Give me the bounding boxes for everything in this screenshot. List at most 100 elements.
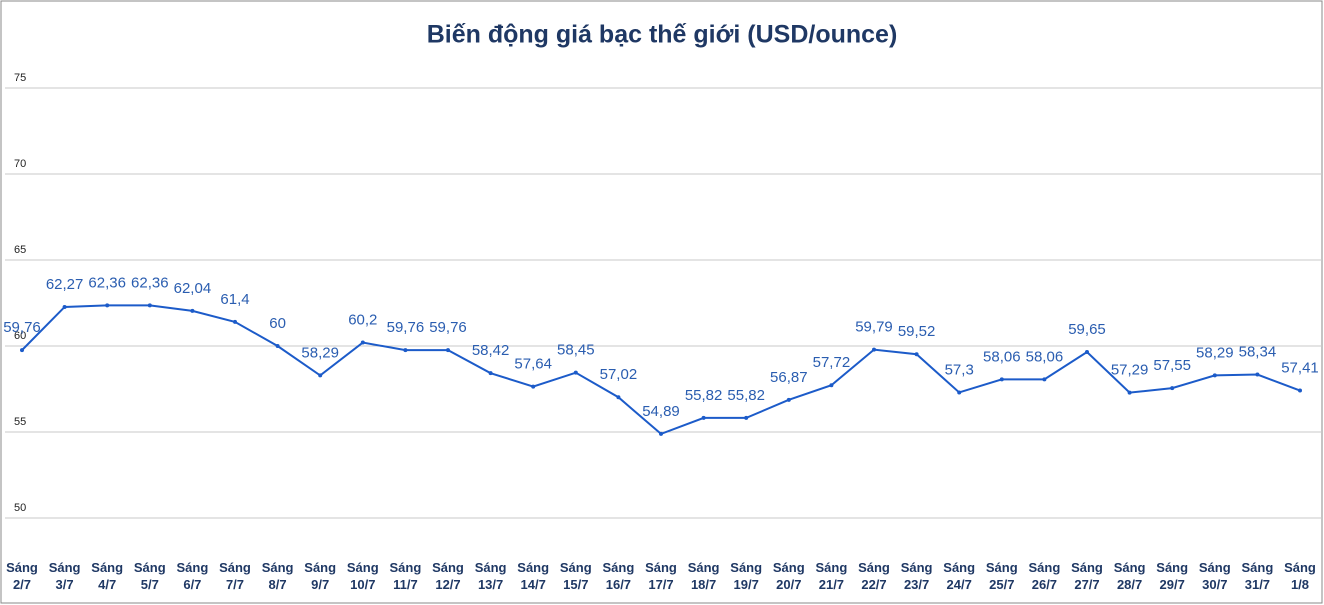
x-tick-label: Sáng 17/7 xyxy=(645,560,677,592)
value-label: 60 xyxy=(269,315,286,332)
point xyxy=(147,303,152,308)
point xyxy=(829,383,834,388)
x-tick-label: Sáng 28/7 xyxy=(1113,560,1146,592)
x-tick-label: Sáng 7/7 xyxy=(219,560,251,592)
point xyxy=(872,347,876,352)
point xyxy=(318,373,323,378)
y-tick-label: 55 xyxy=(14,416,26,428)
value-label: 54,89 xyxy=(642,403,680,420)
point xyxy=(1085,350,1089,355)
point xyxy=(616,395,621,400)
point xyxy=(233,319,237,324)
value-label: 59,52 xyxy=(898,323,936,340)
x-tick-label: Sáng 13/7 xyxy=(474,560,507,592)
value-label: 58,29 xyxy=(1196,344,1234,361)
value-label: 58,45 xyxy=(557,342,595,359)
value-label: 57,55 xyxy=(1153,357,1191,374)
value-label: 57,64 xyxy=(514,356,552,373)
x-tick-label: Sáng 4/7 xyxy=(91,560,124,592)
value-label: 58,06 xyxy=(1026,348,1064,365)
x-tick-label: Sáng 12/7 xyxy=(432,560,464,592)
x-tick-label: Sáng 22/7 xyxy=(858,560,890,592)
value-label: 62,36 xyxy=(88,274,126,291)
point xyxy=(275,344,280,348)
value-label: 58,29 xyxy=(301,344,339,361)
point xyxy=(1042,377,1047,382)
x-tick-label: Sáng 23/7 xyxy=(900,560,933,592)
x-tick-label: Sáng 21/7 xyxy=(815,560,848,592)
point xyxy=(1255,372,1260,377)
x-tick-label: Sáng 9/7 xyxy=(304,560,337,592)
point xyxy=(360,340,365,345)
point xyxy=(446,348,450,353)
x-tick-label: Sáng 27/7 xyxy=(1071,560,1103,592)
point xyxy=(659,431,663,436)
x-tick-label: Sáng 31/7 xyxy=(1241,560,1274,592)
value-label: 62,27 xyxy=(46,276,84,293)
x-tick-label: Sáng 5/7 xyxy=(133,560,166,592)
x-tick-label: Sáng 25/7 xyxy=(985,560,1018,592)
value-label: 57,02 xyxy=(600,366,638,383)
y-tick-label: 60 xyxy=(14,330,26,342)
x-tick-label: Sáng 11/7 xyxy=(389,560,422,592)
value-label: 61,4 xyxy=(220,291,249,308)
x-tick-label: Sáng 30/7 xyxy=(1198,560,1231,592)
value-label: 59,76 xyxy=(3,319,41,336)
x-tick-label: Sáng 10/7 xyxy=(346,560,379,592)
value-label: 57,29 xyxy=(1111,362,1149,379)
point xyxy=(1298,388,1302,393)
point xyxy=(1212,373,1217,378)
value-label: 59,79 xyxy=(855,319,893,336)
x-tick-label: Sáng 15/7 xyxy=(559,560,592,592)
value-label: 58,06 xyxy=(983,348,1021,365)
point xyxy=(62,304,67,309)
x-tick-label: Sáng 19/7 xyxy=(730,560,763,592)
x-tick-label: Sáng 20/7 xyxy=(772,560,805,592)
value-label: 57,72 xyxy=(813,354,851,371)
value-label: 59,76 xyxy=(387,319,425,336)
x-tick-label: Sáng 6/7 xyxy=(176,560,209,592)
point xyxy=(744,415,749,420)
x-tick-label: Sáng 1/8 xyxy=(1284,560,1316,592)
point xyxy=(914,352,919,357)
value-label: 55,82 xyxy=(727,387,765,404)
point xyxy=(701,415,706,420)
point xyxy=(190,308,195,313)
value-label: 62,04 xyxy=(174,280,212,297)
value-label: 55,82 xyxy=(685,387,723,404)
point xyxy=(1127,390,1132,395)
chart-title: Biến động giá bạc thế giới (USD/ounce) xyxy=(427,21,898,49)
point xyxy=(573,370,578,375)
y-tick-label: 70 xyxy=(14,158,26,170)
x-tick-label: Sáng 2/7 xyxy=(6,560,38,592)
x-tick-label: Sáng 14/7 xyxy=(517,560,550,592)
point xyxy=(20,348,24,353)
value-label: 56,87 xyxy=(770,369,808,386)
y-tick-label: 65 xyxy=(14,244,26,256)
x-tick-label: Sáng 18/7 xyxy=(687,560,720,592)
point xyxy=(999,377,1004,382)
point xyxy=(488,371,493,376)
value-label: 59,76 xyxy=(429,319,467,336)
point xyxy=(957,390,962,395)
value-label: 57,41 xyxy=(1281,360,1319,377)
y-tick-label: 50 xyxy=(14,502,26,514)
value-label: 62,36 xyxy=(131,274,169,291)
point xyxy=(105,303,110,308)
x-tick-label: Sáng 8/7 xyxy=(261,560,294,592)
value-label: 59,65 xyxy=(1068,321,1106,338)
x-tick-label: Sáng 29/7 xyxy=(1156,560,1189,592)
value-label: 58,42 xyxy=(472,342,510,359)
point xyxy=(403,348,408,353)
point xyxy=(786,397,791,402)
x-tick-label: Sáng 3/7 xyxy=(48,560,81,592)
value-label: 60,2 xyxy=(348,312,377,329)
y-tick-label: 75 xyxy=(14,72,26,84)
point xyxy=(531,384,536,389)
value-label: 57,3 xyxy=(945,361,974,378)
x-tick-label: Sáng 26/7 xyxy=(1028,560,1061,592)
value-label: 58,34 xyxy=(1239,344,1277,361)
